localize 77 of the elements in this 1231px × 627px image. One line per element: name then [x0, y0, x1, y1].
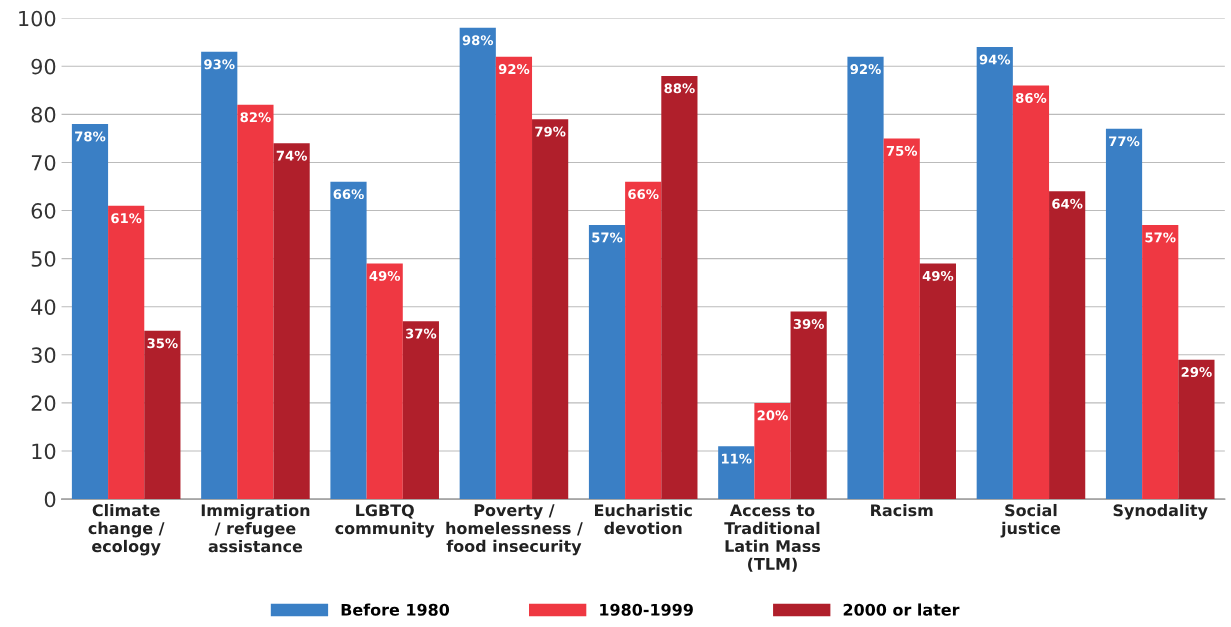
data-label: 35% [147, 338, 178, 349]
data-label: 78% [75, 131, 106, 142]
data-label: 82% [240, 112, 271, 123]
bar [919, 263, 956, 500]
data-label: 57% [592, 232, 623, 243]
y-tick-label: 10 [32, 443, 56, 460]
y-tick-label: 90 [31, 58, 56, 75]
bar [1142, 224, 1179, 500]
data-label: 29% [1181, 367, 1212, 378]
data-label: 11% [721, 453, 752, 464]
x-tick-label: LGBTQ community [335, 504, 435, 538]
y-tick-label: 0 [44, 491, 56, 508]
bar [718, 446, 755, 500]
legend-label: Before 1980 [341, 603, 450, 616]
data-label: 37% [405, 328, 437, 339]
bar [847, 56, 884, 500]
x-tick-label: Synodality [1113, 503, 1208, 520]
bar [588, 224, 626, 500]
bar [459, 27, 496, 500]
bar [754, 402, 791, 500]
data-label: 92% [850, 64, 881, 75]
legend-label: 2000 or later [843, 603, 960, 616]
bar [330, 181, 367, 500]
data-label: 57% [1145, 232, 1176, 243]
data-label: 94% [979, 54, 1011, 65]
data-label: 61% [111, 213, 142, 224]
x-tick-label: Access to Traditional Latin Mass (TLM) [724, 504, 821, 572]
data-label: 75% [886, 145, 918, 156]
x-tick-label: Poverty / homelessness / food insecurity [446, 504, 583, 556]
y-tick-label: 60 [31, 203, 56, 219]
legend-label: 1980-1999 [600, 603, 693, 616]
data-label: 66% [333, 189, 364, 200]
data-label: 98% [462, 35, 494, 46]
data-label: 77% [1109, 136, 1140, 147]
x-tick-label: Social justice [1000, 503, 1061, 538]
y-tick-label: 20 [31, 395, 56, 412]
bar [883, 138, 920, 500]
x-tick-label: Climate change / ecology [88, 503, 165, 556]
bar [976, 47, 1013, 500]
bar [201, 51, 238, 500]
y-tick-label: 80 [31, 106, 56, 123]
x-tick-label: Racism [871, 503, 933, 517]
y-tick-label: 70 [31, 154, 56, 171]
bar [661, 75, 698, 500]
y-tick-label: 50 [31, 251, 56, 267]
data-label: 39% [793, 318, 825, 329]
data-label: 88% [664, 83, 695, 94]
x-tick-label: Immigration / refugee assistance [201, 503, 310, 553]
data-label: 79% [535, 126, 566, 137]
bar [108, 205, 145, 500]
data-label: 86% [1015, 92, 1047, 103]
data-label: 49% [369, 270, 401, 281]
y-tick-label: 40 [31, 299, 56, 315]
data-label: 74% [276, 150, 307, 161]
bar [1012, 85, 1050, 500]
bar [366, 263, 403, 500]
x-tick-label: Eucharistic devotion [595, 503, 692, 535]
bar [1105, 128, 1143, 500]
bar [273, 143, 310, 500]
bar [790, 311, 827, 500]
data-label: 66% [628, 189, 659, 200]
y-tick-label: 30 [31, 347, 56, 364]
data-label: 93% [204, 59, 235, 70]
bar [495, 56, 533, 500]
bar [625, 181, 662, 500]
bar [71, 123, 109, 500]
bar [532, 119, 569, 500]
bar [144, 330, 181, 500]
bar [237, 104, 274, 500]
data-label: 20% [757, 410, 788, 421]
bar [1049, 191, 1086, 500]
data-label: 64% [1052, 198, 1083, 209]
data-label: 49% [922, 270, 954, 281]
bar [1178, 359, 1215, 500]
y-tick-label: 100 [19, 10, 56, 27]
data-label: 92% [498, 64, 530, 75]
bar [402, 321, 439, 500]
